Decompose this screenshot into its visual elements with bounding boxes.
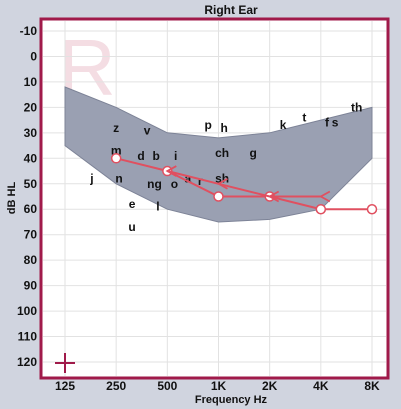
x-tick-label: 8K: [364, 379, 380, 393]
speech-sound-label: j: [89, 172, 93, 186]
y-axis-label: dB HL: [6, 182, 18, 215]
speech-sound-label: n: [115, 172, 122, 186]
speech-sound-label: e: [129, 197, 136, 211]
x-tick-label: 125: [55, 379, 75, 393]
series-layer: [110, 153, 378, 215]
series-circle: [110, 153, 378, 215]
speech-sound-label: u: [128, 220, 135, 234]
data-point-arrow[interactable]: [216, 177, 228, 190]
speech-sound-label: th: [351, 100, 362, 114]
speech-sound-label: f: [325, 116, 330, 130]
speech-sound-label: ch: [215, 146, 229, 160]
speech-sound-label: v: [144, 123, 151, 137]
crosshair-cursor-icon[interactable]: [55, 353, 75, 373]
x-tick-label: 2K: [262, 379, 278, 393]
speech-sound-label: m: [111, 144, 122, 158]
speech-sound-label: z: [113, 121, 119, 135]
y-tick-label: 20: [24, 100, 38, 114]
data-point-circle[interactable]: [366, 203, 378, 215]
y-tick-label: -10: [20, 24, 38, 38]
speech-sound-label: r: [198, 174, 203, 188]
data-point-circle[interactable]: [213, 191, 224, 202]
series-line: [115, 157, 372, 211]
speech-sound-label: t: [302, 111, 306, 125]
y-tick-label: 0: [30, 49, 37, 63]
y-tick-label: 80: [24, 253, 38, 267]
y-tick-label: 90: [24, 279, 38, 293]
speech-sound-label: k: [280, 118, 287, 132]
speech-sound-label: a: [184, 172, 191, 186]
series-line: [167, 170, 321, 198]
data-point-circle[interactable]: [315, 203, 327, 215]
series-arrow: [165, 165, 331, 203]
x-tick-label: 1K: [211, 379, 227, 393]
data-point-arrow[interactable]: [267, 190, 280, 203]
speech-sound-label: p: [205, 118, 212, 132]
speech-sound-label: b: [153, 149, 160, 163]
y-tick-label: 30: [24, 126, 38, 140]
x-tick-label: 250: [106, 379, 126, 393]
y-tick-label: 110: [18, 330, 38, 344]
data-point-arrow[interactable]: [165, 165, 177, 177]
x-tick-labels: 125 250 500 1K 2K 4K 8K: [55, 379, 380, 393]
speech-sound-label: h: [221, 121, 228, 135]
x-axis-label: Frequency Hz: [195, 394, 268, 406]
y-tick-labels: -10 0 10 20 30 40 50 60 70 80 90 100 110 120: [17, 24, 37, 369]
speech-sound-label: o: [171, 177, 178, 191]
x-tick-label: 500: [157, 379, 177, 393]
data-point-arrow[interactable]: [318, 190, 331, 203]
speech-sound-label: i: [174, 149, 177, 163]
y-tick-label: 70: [24, 228, 38, 242]
y-tick-label: 40: [24, 151, 38, 165]
speech-banana-region: [64, 86, 373, 223]
speech-sound-label: g: [250, 146, 257, 160]
speech-sound-label: sh: [215, 172, 229, 186]
speech-sound-label: l: [156, 200, 159, 214]
x-tick-label: 4K: [313, 379, 329, 393]
y-tick-label: 100: [17, 304, 37, 318]
y-tick-label: 50: [24, 177, 38, 191]
data-point-circle[interactable]: [110, 153, 122, 164]
speech-banana: [64, 86, 373, 223]
y-tick-label: 60: [24, 202, 38, 216]
chart-title: Right Ear: [204, 3, 258, 17]
speech-sound-label: s: [332, 116, 339, 130]
speech-sounds: z v p h k t f sth m d b i ch g j n ng o a r sh e l u: [89, 100, 362, 234]
y-tick-label: 120: [17, 355, 37, 369]
speech-sound-label: d: [137, 149, 144, 163]
y-tick-label: 10: [24, 75, 38, 89]
speech-sound-label: ng: [147, 177, 162, 191]
